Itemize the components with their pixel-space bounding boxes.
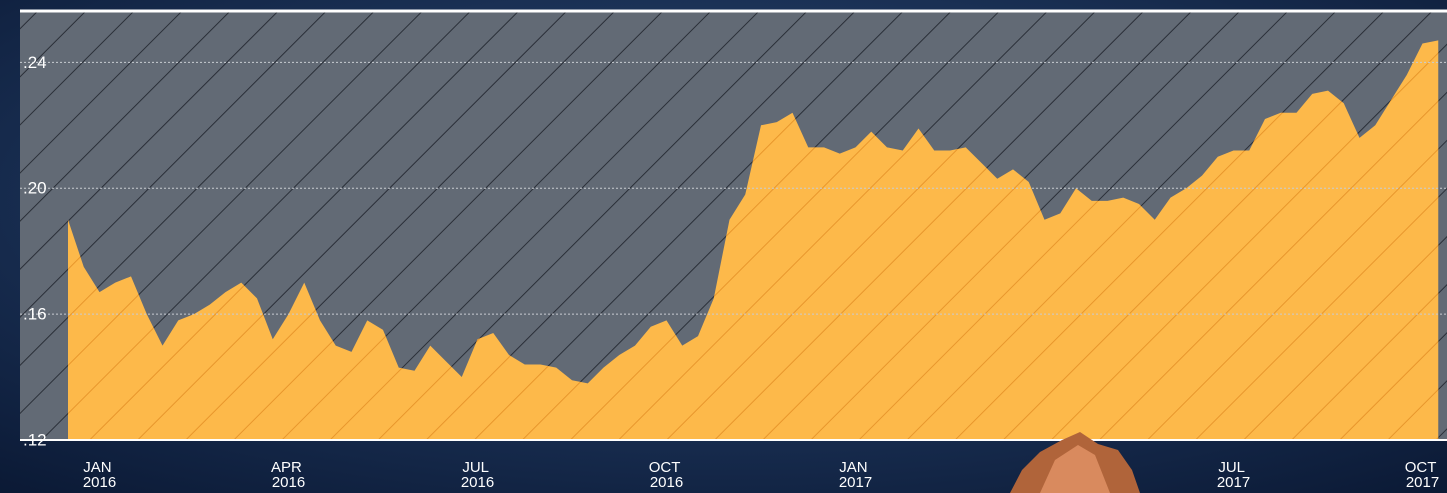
y-tick-label: .24 — [23, 53, 47, 72]
x-tick-label: JAN 2017 — [839, 459, 872, 491]
y-tick-label: .20 — [23, 179, 47, 198]
y-tick-label: .16 — [23, 305, 47, 324]
x-tick-label: JAN 2016 — [83, 459, 116, 491]
x-tick-label: JUL 2016 — [461, 459, 494, 491]
x-tick-label: JUL 2017 — [1217, 459, 1250, 491]
x-tick-label: OCT 2017 — [1405, 459, 1441, 491]
decorative-copper-highlight — [1040, 445, 1110, 493]
x-tick-label: APR 2016 — [271, 459, 306, 491]
x-tick-label: OCT 2016 — [649, 459, 685, 491]
y-tick-label: .12 — [23, 430, 47, 449]
